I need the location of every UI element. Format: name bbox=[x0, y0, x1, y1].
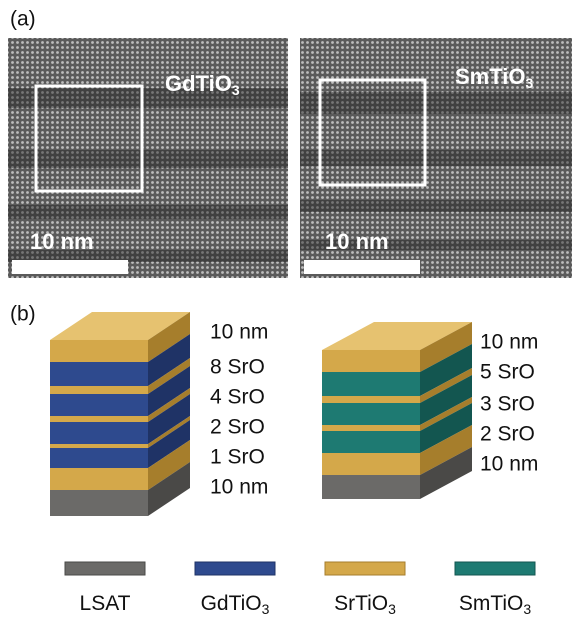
legend-label: SmTiO3 bbox=[459, 592, 532, 617]
layer-label: 4 SrO bbox=[210, 386, 265, 409]
layer-front bbox=[50, 340, 148, 362]
legend-name: SmTiO bbox=[459, 592, 524, 615]
legend-swatch bbox=[325, 562, 405, 575]
layer-label: 10 nm bbox=[480, 453, 538, 476]
subscript: 3 bbox=[262, 601, 270, 617]
layer-front bbox=[322, 453, 420, 475]
scale-bar-label: 10 nm bbox=[30, 229, 94, 254]
scale-bar-label: 10 nm bbox=[325, 229, 389, 254]
legend-swatch bbox=[195, 562, 275, 575]
layer-label: 3 SrO bbox=[480, 393, 535, 416]
legend-label: GdTiO3 bbox=[201, 592, 270, 617]
material-name: GdTiO bbox=[165, 71, 232, 96]
material-label: GdTiO3 bbox=[165, 71, 240, 98]
material-name: SmTiO bbox=[455, 64, 526, 89]
layer-front bbox=[322, 372, 420, 396]
legend-name: SrTiO bbox=[334, 592, 388, 615]
layer-front bbox=[50, 490, 148, 516]
layer-front bbox=[50, 468, 148, 490]
layer-front bbox=[50, 444, 148, 448]
legend-label: SrTiO3 bbox=[334, 592, 396, 617]
layer-front bbox=[50, 448, 148, 468]
layer-front bbox=[322, 425, 420, 431]
layer-front bbox=[50, 422, 148, 444]
legend-name: LSAT bbox=[80, 592, 131, 615]
layer-label: 10 nm bbox=[210, 476, 268, 499]
legend-label: LSAT bbox=[80, 592, 131, 615]
layer-front bbox=[50, 394, 148, 416]
layer-front bbox=[322, 475, 420, 499]
subscript: 3 bbox=[526, 75, 534, 91]
layer-front bbox=[322, 350, 420, 372]
layer-front bbox=[50, 362, 148, 386]
panel-label: (b) bbox=[10, 303, 36, 326]
layer-front bbox=[50, 386, 148, 394]
layer-label: 5 SrO bbox=[480, 361, 535, 384]
layer-label: 1 SrO bbox=[210, 446, 265, 469]
panel-label: (a) bbox=[10, 8, 36, 31]
subscript: 3 bbox=[232, 82, 240, 98]
layer-front bbox=[322, 396, 420, 403]
figure: (a) 10 nm 10 nm GdTiO3 SmTiO3 (b) LSATGd… bbox=[0, 0, 578, 621]
layer-front bbox=[322, 403, 420, 425]
layer-label: 2 SrO bbox=[480, 423, 535, 446]
layer-label: 8 SrO bbox=[210, 356, 265, 379]
subscript: 3 bbox=[388, 601, 396, 617]
legend-swatch bbox=[455, 562, 535, 575]
legend-name: GdTiO bbox=[201, 592, 262, 615]
layer-label: 2 SrO bbox=[210, 416, 265, 439]
legend-swatch bbox=[65, 562, 145, 575]
layer-front bbox=[50, 416, 148, 422]
layer-label: 10 nm bbox=[210, 321, 268, 344]
material-label: SmTiO3 bbox=[455, 64, 534, 91]
layer-label: 10 nm bbox=[480, 331, 538, 354]
layer-front bbox=[322, 431, 420, 453]
subscript: 3 bbox=[523, 601, 531, 617]
